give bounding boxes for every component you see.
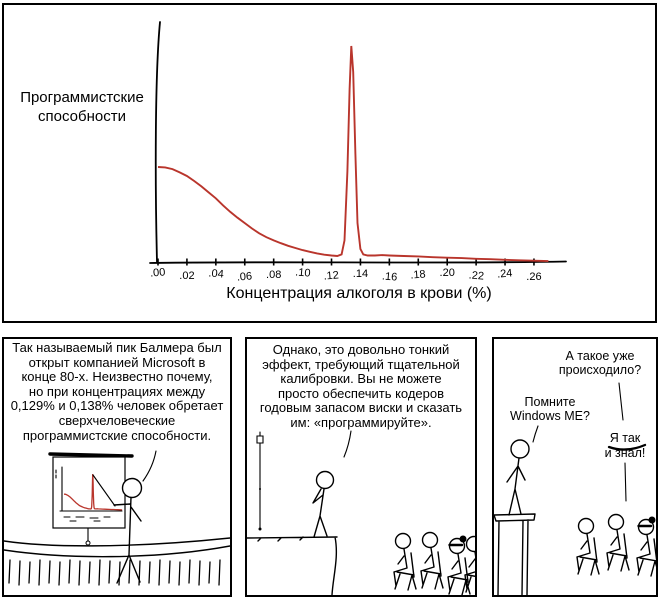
panel2-caption: Однако, это довольно тонкий эффект, треб… — [259, 342, 463, 430]
svg-text:.10: .10 — [295, 266, 311, 279]
comic-panel-3: А такое уже происходило? Помните Windows… — [492, 337, 658, 597]
panel1-drawing — [4, 450, 230, 586]
comic-panel-2: Однако, это довольно тонкий эффект, треб… — [245, 337, 477, 597]
presenter-head — [121, 477, 143, 499]
podium — [494, 513, 536, 595]
svg-text:.06: .06 — [236, 270, 252, 283]
iv-drip — [259, 488, 261, 490]
speech-presenter-reply: Помните Windows ME? — [510, 395, 590, 423]
chart-panel: .00 .02 .04 .06 .08 .10 .12 .14 .16 .18 .20 .22 .24.… — [2, 3, 657, 323]
svg-text:.22: .22 — [468, 269, 484, 282]
svg-text:.16: .16 — [381, 270, 397, 283]
svg-text:.08: .08 — [266, 269, 281, 281]
presenter-body — [506, 457, 526, 516]
projection-screen — [48, 452, 134, 458]
x-axis-ticks: .00 .02 .04 .06 .08 .10 .12 .14 .16 .18 .20 .22 .24.… — [150, 258, 542, 284]
svg-text:.18: .18 — [410, 268, 426, 281]
iv-foot — [258, 527, 262, 531]
panel2-drawing — [247, 430, 475, 595]
speech-line-question — [618, 382, 624, 421]
svg-text:.04: .04 — [208, 267, 224, 280]
iv-stand — [256, 431, 264, 529]
screen-stand-foot — [85, 540, 91, 546]
panel3-drawing — [494, 382, 656, 595]
presenter-head — [315, 470, 335, 490]
audience-group — [576, 513, 656, 577]
emphasis-swoosh — [607, 443, 647, 451]
stage-fringe — [8, 559, 221, 586]
speech-line-exclaim — [624, 462, 627, 502]
speech-line — [343, 430, 352, 458]
projection-screen-canvas — [52, 456, 126, 529]
speech-line — [142, 450, 157, 482]
mini-chart-tick-dashes — [63, 516, 111, 522]
stage-platform — [247, 536, 338, 595]
x-axis — [149, 260, 567, 264]
chart-svg: .00 .02 .04 .06 .08 .10 .12 .14 .16 .18 .20 .22 .24.… — [149, 21, 567, 284]
speech-line-reply — [532, 425, 539, 443]
presenter-body — [312, 488, 328, 538]
audience-group — [393, 531, 475, 595]
y-axis-label: Программистские способности — [20, 89, 144, 125]
stage-edge — [4, 537, 230, 558]
svg-text:.14: .14 — [353, 268, 368, 280]
svg-text:.24: .24 — [497, 267, 513, 280]
presenter-body — [113, 496, 142, 584]
y-axis — [154, 21, 161, 263]
speech-audience-exclaim: Я так и знал! — [604, 431, 646, 460]
svg-text:.26: .26 — [526, 271, 541, 283]
panel1-caption: Так называемый пик Балмера был открыт ко… — [10, 340, 224, 443]
svg-text:.12: .12 — [323, 269, 339, 282]
comic-panel-1: Так называемый пик Балмера был открыт ко… — [2, 337, 232, 597]
svg-text:.02: .02 — [179, 270, 194, 282]
speech-audience-question: А такое уже происходило? — [558, 349, 642, 377]
skill-curve — [157, 45, 549, 263]
pointer-stick — [92, 474, 116, 507]
presenter-head — [510, 439, 530, 459]
svg-text:.20: .20 — [440, 267, 455, 279]
mini-chart-axes — [55, 466, 123, 512]
mini-skill-curve — [64, 473, 123, 511]
x-axis-label: Концентрация алкоголя в крови (%) — [226, 285, 492, 302]
svg-text:.00: .00 — [150, 266, 166, 279]
